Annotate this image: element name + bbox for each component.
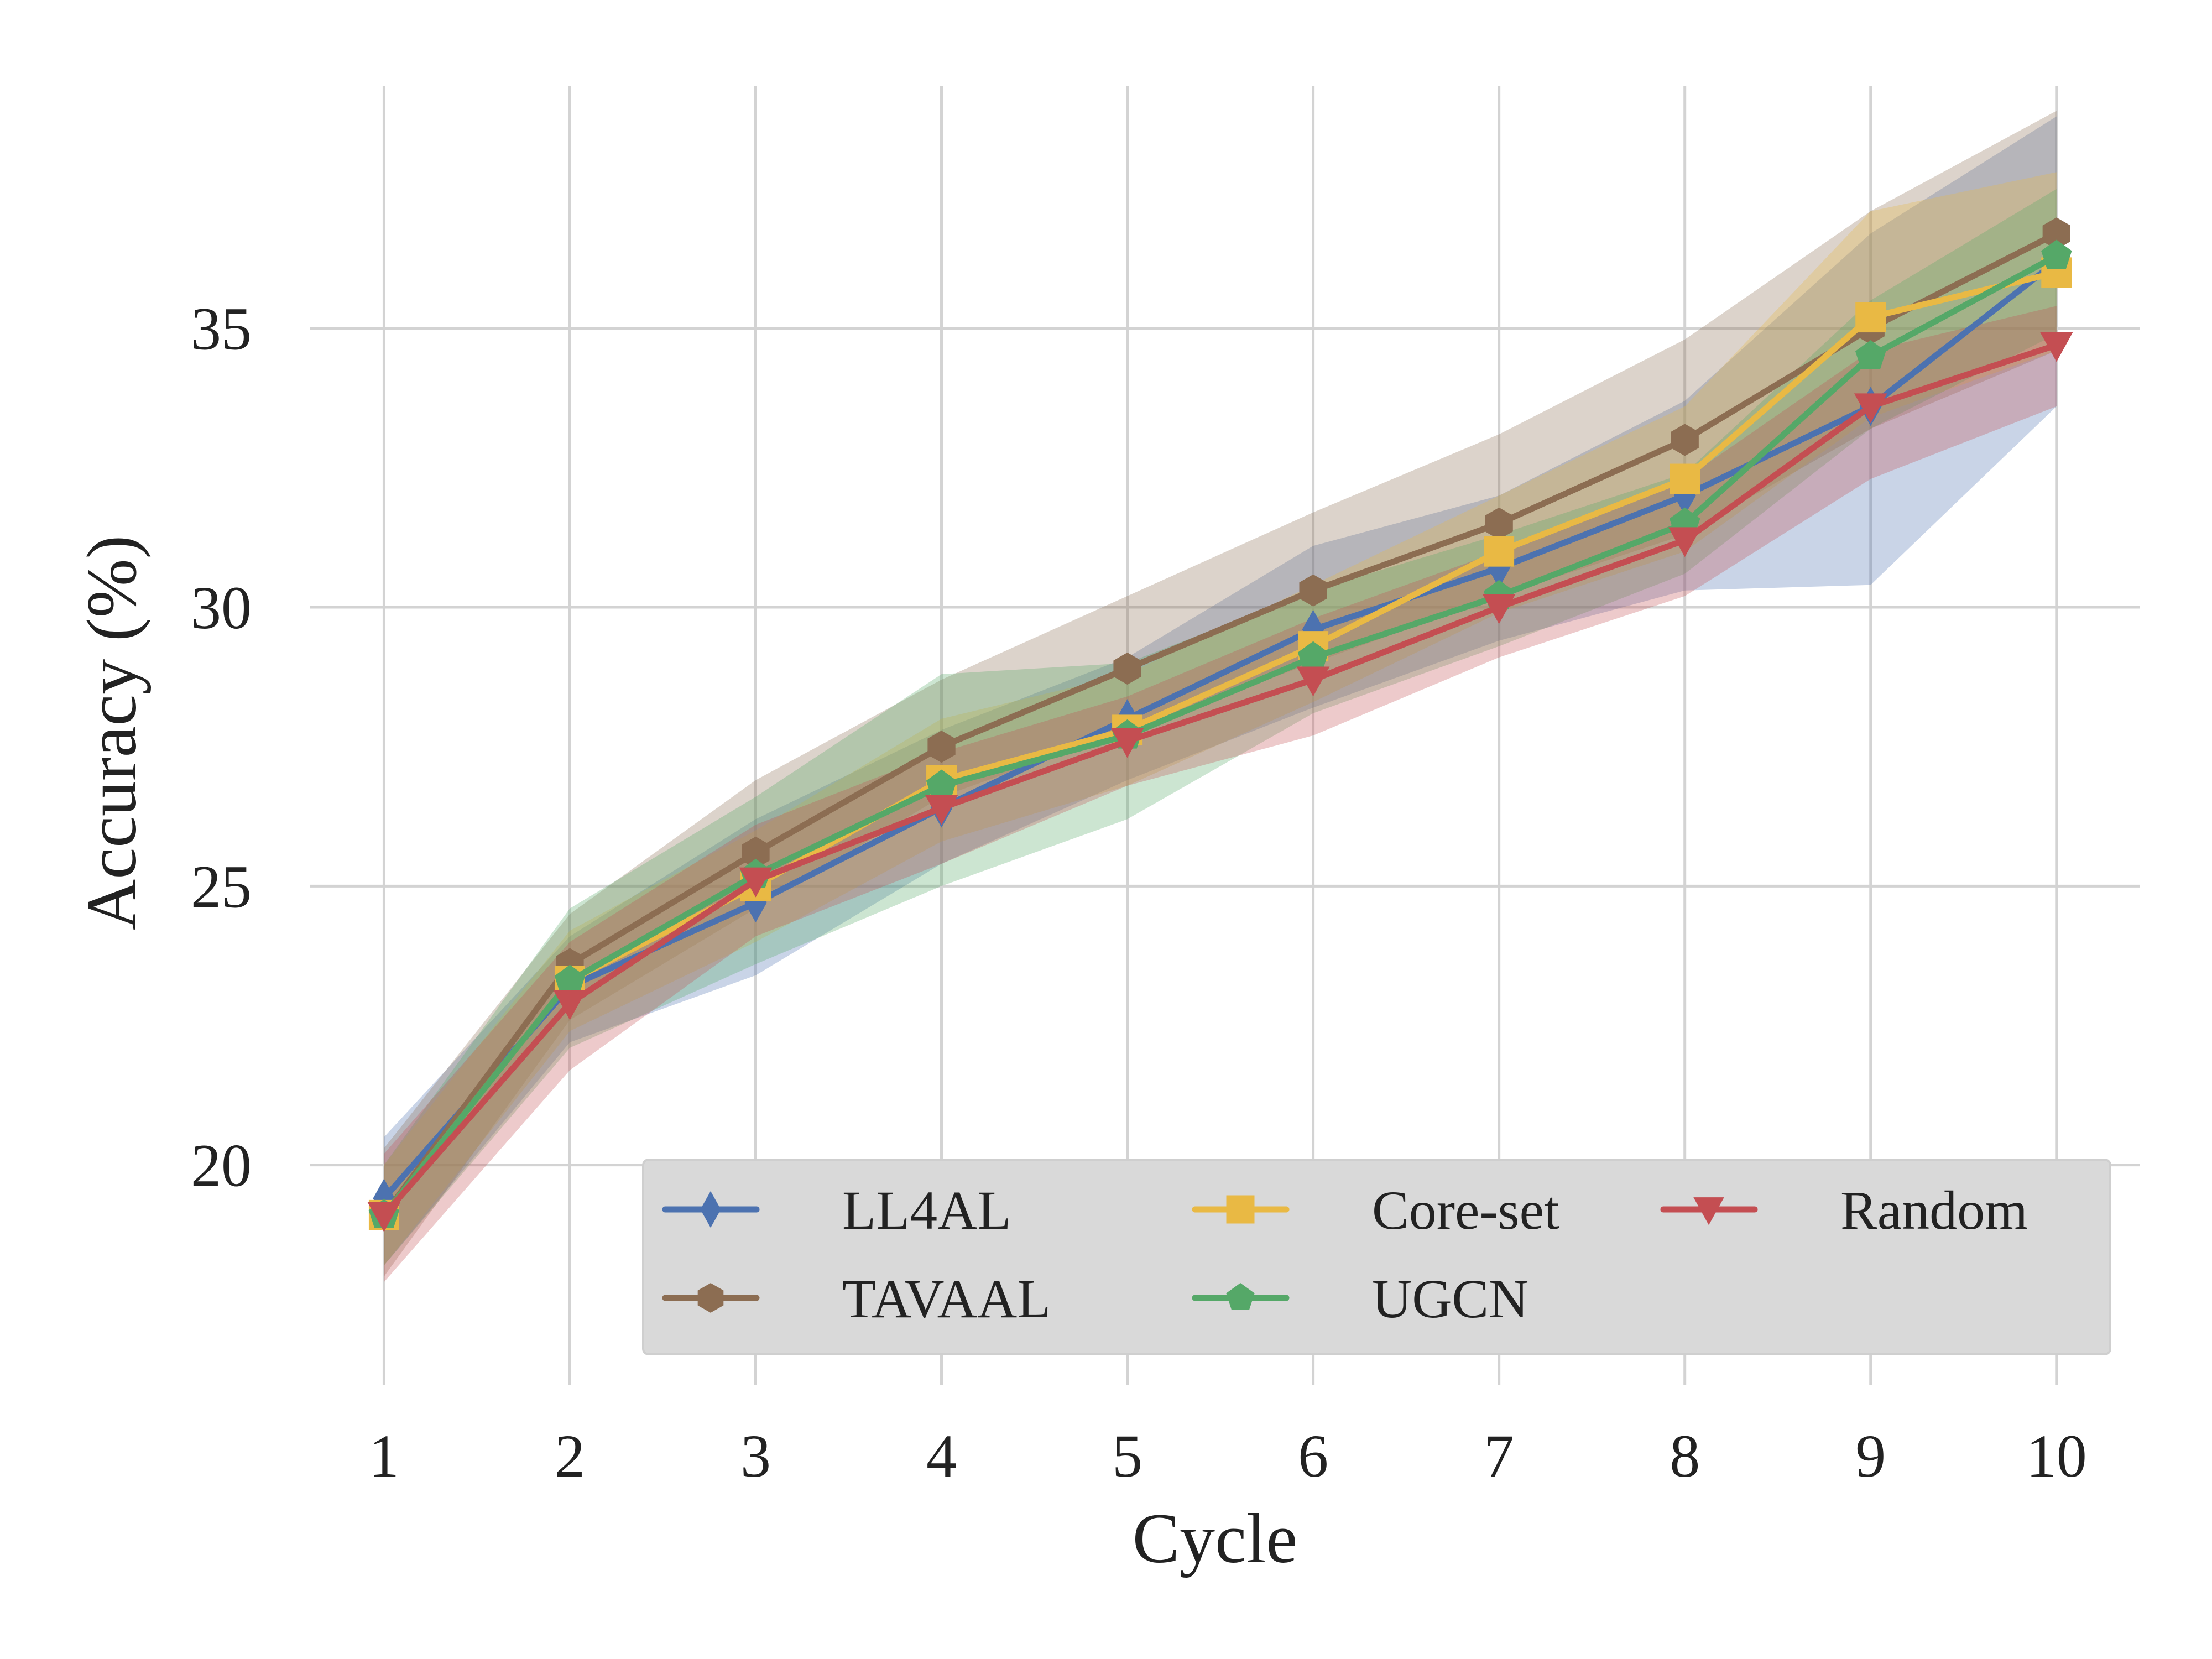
x-tick-label: 4 <box>926 1422 957 1490</box>
point-tavaal <box>1671 424 1699 456</box>
line-core-set <box>380 269 2060 1218</box>
series-lines <box>367 217 2073 1232</box>
x-axis-title: Cycle <box>1133 1499 1298 1578</box>
x-tick-label: 7 <box>1484 1422 1514 1490</box>
legend-item-random: Random <box>1660 1180 2028 1241</box>
line-random <box>380 342 2060 1218</box>
point-ugcn <box>1855 340 1886 369</box>
point-random <box>739 867 773 898</box>
series-random <box>367 332 2073 1232</box>
x-tick-label: 9 <box>1855 1422 1886 1490</box>
point-tavaal <box>1113 652 1141 685</box>
point-tavaal <box>927 731 956 763</box>
tick-labels: 1 2 3 4 5 6 7 8 9 10 20 25 30 35 <box>191 295 2087 1490</box>
x-tick-label: 1 <box>369 1422 399 1490</box>
point-random <box>553 990 587 1020</box>
y-tick-label: 30 <box>191 574 252 641</box>
legend-marker-ll4al <box>700 1191 721 1228</box>
x-tick-label: 6 <box>1298 1422 1328 1490</box>
legend-marker-ugcn <box>1226 1282 1255 1310</box>
point-random <box>1110 728 1144 758</box>
line-ugcn <box>380 253 2060 1218</box>
point-random <box>367 1202 401 1232</box>
band-core-set <box>384 172 2057 1266</box>
legend-marker-random <box>1693 1197 1724 1225</box>
x-tick-label: 2 <box>555 1422 585 1490</box>
point-random <box>1854 393 1887 424</box>
point-core-set <box>1670 463 1700 494</box>
point-core-set <box>1484 536 1515 567</box>
y-tick-label: 35 <box>191 295 252 363</box>
point-tavaal <box>1485 507 1513 540</box>
legend-marker-tavaal <box>697 1283 724 1313</box>
legend-label-random: Random <box>1840 1180 2028 1241</box>
legend-label-ugcn: UGCN <box>1372 1268 1528 1329</box>
point-core-set <box>1855 302 1886 333</box>
point-random <box>925 795 958 825</box>
legend-item-ll4al: LL4AL <box>662 1180 1011 1241</box>
point-random <box>2039 332 2073 362</box>
x-tick-label: 8 <box>1670 1422 1700 1490</box>
legend-label-core-set: Core-set <box>1372 1180 1559 1241</box>
band-random <box>384 306 2057 1282</box>
legend-label-ll4al: LL4AL <box>842 1180 1011 1241</box>
point-random <box>1668 527 1702 557</box>
x-tick-label: 5 <box>1112 1422 1142 1490</box>
line-tavaal <box>380 230 2060 1218</box>
y-tick-label: 25 <box>191 853 252 920</box>
legend-marker-core-set <box>1226 1195 1255 1224</box>
point-tavaal <box>1299 574 1327 607</box>
legend-item-ugcn: UGCN <box>1192 1268 1528 1329</box>
band-ugcn <box>384 189 2057 1266</box>
legend-item-tavaal: TAVAAL <box>662 1268 1051 1329</box>
y-axis-title: Accuracy (%) <box>72 535 151 930</box>
point-random <box>1296 666 1330 697</box>
legend: LL4AL TAVAAL Core-set UGCN Random <box>642 1159 2111 1355</box>
x-tick-label: 10 <box>2026 1422 2087 1490</box>
point-ugcn <box>2041 239 2072 269</box>
x-tick-label: 3 <box>740 1422 771 1490</box>
legend-label-tavaal: TAVAAL <box>842 1268 1051 1329</box>
legend-item-core-set: Core-set <box>1192 1180 1559 1241</box>
y-tick-label: 20 <box>191 1132 252 1199</box>
point-random <box>1482 594 1516 624</box>
